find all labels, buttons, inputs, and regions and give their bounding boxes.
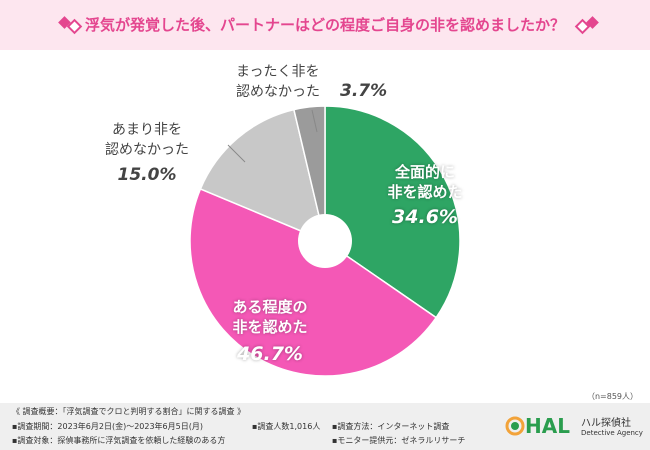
leader-line	[311, 109, 318, 133]
survey-provider: ▪モニター提供元：ゼネラルリサーチ	[332, 436, 466, 445]
survey-footer	[0, 403, 650, 450]
survey-period: ▪調査期間：2023年6月2日(金)～2023年6月5日(月)	[12, 422, 203, 431]
slice-full	[324, 105, 461, 319]
slice-label-mostly-not: あまり非を 認めなかった 15.0%	[105, 122, 189, 185]
slice-label-none: まったく非を 認めなかった	[236, 64, 320, 100]
donut-hole	[298, 214, 352, 268]
slice-mostly-not	[199, 108, 327, 243]
slice-label-partial: ある程度の 非を認めた 46.7%	[232, 298, 308, 365]
logo-name-en: Detective Agency	[581, 429, 643, 437]
survey-summary: 《 調査概要：「浮気調査でクロと判明する割合」に関する調査 》	[12, 407, 246, 416]
hal-logo: HAL ハル探偵社 Detective Agency	[505, 412, 645, 442]
chart-title: 浮気が発覚した後、パートナーはどの程度ご自身の非を認めましたか？	[84, 16, 565, 34]
logo-mark-text: HAL	[525, 414, 570, 438]
survey-method: ▪調査方法：インターネット調査	[332, 422, 450, 431]
title-banner	[0, 0, 650, 50]
donut-chart	[189, 105, 461, 377]
slice-value-none: 3.7%	[340, 81, 388, 101]
logo-mark-icon	[505, 416, 525, 436]
sample-size-note: （n=859人）	[586, 392, 638, 401]
survey-respondents: ▪調査人数1,016人	[252, 422, 321, 431]
logo-name-jp: ハル探偵社	[581, 418, 631, 429]
slice-label-full: 全面的に 非を認めた 34.6%	[387, 163, 463, 228]
slice-partial	[189, 187, 438, 377]
survey-target: ▪調査対象：探偵事務所に浮気調査を依頼した経験のある方	[12, 436, 226, 445]
slice-none	[292, 105, 326, 242]
leader-line	[227, 144, 246, 163]
